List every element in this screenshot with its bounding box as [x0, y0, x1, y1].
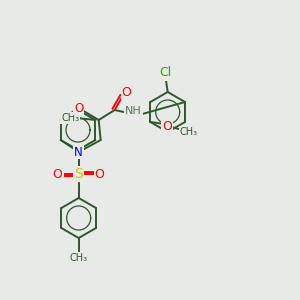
Text: CH₃: CH₃ [61, 113, 80, 123]
Text: Cl: Cl [160, 67, 172, 80]
Text: O: O [74, 101, 83, 115]
Text: S: S [74, 167, 83, 181]
Text: O: O [53, 167, 63, 181]
Text: O: O [122, 85, 132, 98]
Text: N: N [74, 146, 83, 158]
Text: CH₃: CH₃ [179, 127, 197, 137]
Text: O: O [162, 119, 172, 133]
Text: O: O [95, 167, 105, 181]
Text: NH: NH [125, 106, 142, 116]
Text: CH₃: CH₃ [70, 253, 88, 263]
